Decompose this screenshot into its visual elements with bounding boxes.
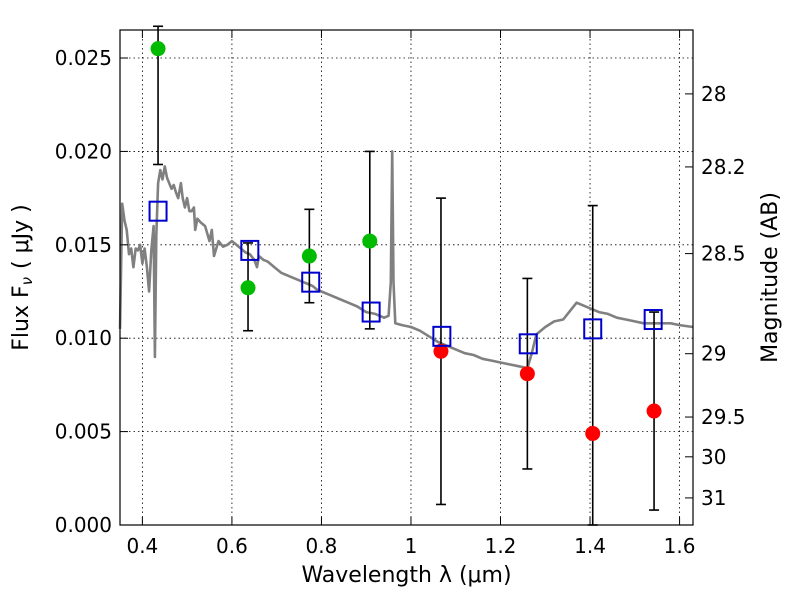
x-tick-label: 0.6 [216,534,248,558]
data-point [585,425,601,441]
model-spectrum-line [118,150,694,370]
x-tick-label: 0.8 [306,534,338,558]
y-tick-label: 0.015 [55,233,112,257]
y2-tick-label: 29.5 [701,405,746,429]
plot-frame [119,29,694,526]
data-point [301,248,317,264]
y-tick-label: 0.010 [55,326,112,350]
data-point [362,233,378,249]
data-point [150,41,166,57]
x-tick-label: 1 [405,534,418,558]
model-band-point [432,325,452,347]
y-axis-label-subscript: ν [18,277,36,285]
y2-tick-label: 28.5 [701,242,746,266]
model-band-point [583,318,603,340]
data-point [519,366,535,382]
grid-layer [120,30,693,525]
model-band-point [301,271,321,293]
x-axis-label: Wavelength λ (μm) [301,563,511,588]
y-tick-label: 0.025 [55,46,112,70]
x-tick-label: 1.4 [574,534,606,558]
y-axis-label-main: Flux F [9,285,34,350]
y-tick-label: 0.000 [55,513,112,537]
y2-tick-label: 28 [701,82,726,106]
model-layer [118,150,694,370]
data-point [646,403,662,419]
model-band-point [148,200,168,222]
y-axis-label: Flux Fν ( μJy ) [9,204,36,350]
marker-layer [148,41,663,441]
model-band-point [518,333,538,355]
model-band-point [361,301,381,323]
y2-axis-label: Magnitude (AB) [758,192,783,363]
data-point [433,343,449,359]
y-tick-label: 0.005 [55,420,112,444]
model-band-point [643,309,663,331]
y2-tick-label: 30 [701,445,726,469]
model-band-point [240,239,260,261]
y2-tick-label: 29 [701,342,726,366]
x-tick-label: 1.6 [664,534,696,558]
data-point [240,280,256,296]
axis-layer: 0.4 0.6 0.8 1 1.2 1.4 1.6 0.000 0.005 0.010 0.015 0… [55,30,746,558]
y-tick-label: 0.020 [55,139,112,163]
y2-tick-label: 28.2 [701,155,746,179]
errorbar-layer [153,25,660,526]
y2-tick-label: 31 [701,486,726,510]
x-tick-label: 1.2 [485,534,517,558]
y-axis-label-units: ( μJy ) [9,204,34,269]
x-tick-label: 0.4 [126,534,158,558]
